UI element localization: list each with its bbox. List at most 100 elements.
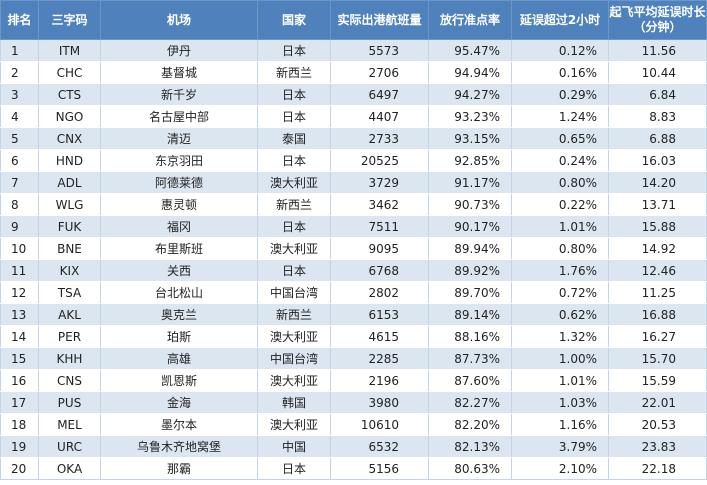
cell-country: 中国台湾 bbox=[257, 347, 331, 370]
cell-ontime-rate: 94.94% bbox=[428, 61, 512, 84]
cell-flights: 6153 bbox=[330, 303, 429, 326]
cell-code: CTS bbox=[38, 83, 101, 106]
cell-delay-over-2h: 1.01% bbox=[511, 215, 609, 238]
cell-ontime-rate: 94.27% bbox=[428, 83, 512, 106]
cell-code: NGO bbox=[38, 105, 101, 128]
cell-airport: 东京羽田 bbox=[100, 149, 258, 172]
cell-flights: 6532 bbox=[330, 435, 429, 458]
cell-country: 日本 bbox=[257, 215, 331, 238]
table-row: 5 CNX 清迈 泰国 2733 93.15% 0.65% 6.88 bbox=[0, 127, 707, 150]
cell-country: 日本 bbox=[257, 259, 331, 282]
table-row: 14 PER 珀斯 澳大利亚 4615 88.16% 1.32% 16.27 bbox=[0, 325, 707, 348]
cell-country: 日本 bbox=[257, 39, 331, 62]
cell-delay-over-2h: 1.03% bbox=[511, 391, 609, 414]
table-row: 9 FUK 福冈 日本 7511 90.17% 1.01% 15.88 bbox=[0, 215, 707, 238]
cell-ontime-rate: 82.27% bbox=[428, 391, 512, 414]
cell-avg-delay: 16.88 bbox=[608, 303, 707, 326]
cell-country: 澳大利亚 bbox=[257, 369, 331, 392]
cell-flights: 5573 bbox=[330, 39, 429, 62]
cell-country: 澳大利亚 bbox=[257, 413, 331, 436]
cell-code: MEL bbox=[38, 413, 101, 436]
cell-code: KIX bbox=[38, 259, 101, 282]
table-row: 10 BNE 布里斯班 澳大利亚 9095 89.94% 0.80% 14.92 bbox=[0, 237, 707, 260]
cell-avg-delay: 14.92 bbox=[608, 237, 707, 260]
header-avg-delay-unit: （分钟） bbox=[633, 20, 682, 34]
cell-avg-delay: 16.03 bbox=[608, 149, 707, 172]
cell-flights: 6497 bbox=[330, 83, 429, 106]
cell-country: 中国台湾 bbox=[257, 281, 331, 304]
cell-flights: 3462 bbox=[330, 193, 429, 216]
table-header: 排名 三字码 机场 国家 实际出港航班量 放行准点率 延误超过2小时 起飞平均延… bbox=[0, 0, 707, 40]
cell-ontime-rate: 89.92% bbox=[428, 259, 512, 282]
cell-airport: 高雄 bbox=[100, 347, 258, 370]
cell-airport: 关西 bbox=[100, 259, 258, 282]
table-row: 3 CTS 新千岁 日本 6497 94.27% 0.29% 6.84 bbox=[0, 83, 707, 106]
cell-code: URC bbox=[38, 435, 101, 458]
cell-ontime-rate: 92.85% bbox=[428, 149, 512, 172]
cell-code: CHC bbox=[38, 61, 101, 84]
cell-country: 澳大利亚 bbox=[257, 237, 331, 260]
cell-rank: 11 bbox=[0, 259, 39, 282]
cell-airport: 奥克兰 bbox=[100, 303, 258, 326]
table-row: 17 PUS 金海 韩国 3980 82.27% 1.03% 22.01 bbox=[0, 391, 707, 414]
cell-flights: 3729 bbox=[330, 171, 429, 194]
cell-rank: 9 bbox=[0, 215, 39, 238]
cell-country: 澳大利亚 bbox=[257, 325, 331, 348]
cell-ontime-rate: 89.14% bbox=[428, 303, 512, 326]
cell-airport: 惠灵顿 bbox=[100, 193, 258, 216]
cell-ontime-rate: 89.94% bbox=[428, 237, 512, 260]
cell-delay-over-2h: 0.22% bbox=[511, 193, 609, 216]
header-row: 排名 三字码 机场 国家 实际出港航班量 放行准点率 延误超过2小时 起飞平均延… bbox=[0, 0, 707, 40]
cell-country: 日本 bbox=[257, 83, 331, 106]
cell-flights: 10610 bbox=[330, 413, 429, 436]
table-row: 20 OKA 那霸 日本 5156 80.63% 2.10% 22.18 bbox=[0, 457, 707, 480]
cell-avg-delay: 14.20 bbox=[608, 171, 707, 194]
cell-flights: 6768 bbox=[330, 259, 429, 282]
cell-country: 日本 bbox=[257, 149, 331, 172]
cell-flights: 4407 bbox=[330, 105, 429, 128]
cell-delay-over-2h: 0.24% bbox=[511, 149, 609, 172]
table-row: 19 URC 乌鲁木齐地窝堡 中国 6532 82.13% 3.79% 23.83 bbox=[0, 435, 707, 458]
cell-ontime-rate: 87.73% bbox=[428, 347, 512, 370]
cell-code: FUK bbox=[38, 215, 101, 238]
cell-rank: 20 bbox=[0, 457, 39, 480]
cell-delay-over-2h: 1.16% bbox=[511, 413, 609, 436]
cell-avg-delay: 15.70 bbox=[608, 347, 707, 370]
cell-airport: 福冈 bbox=[100, 215, 258, 238]
cell-avg-delay: 13.71 bbox=[608, 193, 707, 216]
cell-code: PUS bbox=[38, 391, 101, 414]
cell-rank: 1 bbox=[0, 39, 39, 62]
cell-ontime-rate: 93.15% bbox=[428, 127, 512, 150]
cell-rank: 5 bbox=[0, 127, 39, 150]
cell-rank: 6 bbox=[0, 149, 39, 172]
cell-delay-over-2h: 0.80% bbox=[511, 171, 609, 194]
cell-avg-delay: 6.88 bbox=[608, 127, 707, 150]
cell-code: HND bbox=[38, 149, 101, 172]
cell-rank: 2 bbox=[0, 61, 39, 84]
cell-rank: 12 bbox=[0, 281, 39, 304]
cell-country: 泰国 bbox=[257, 127, 331, 150]
header-avg-delay: 起飞平均延误时长 （分钟） bbox=[608, 0, 707, 40]
cell-flights: 2285 bbox=[330, 347, 429, 370]
cell-ontime-rate: 90.73% bbox=[428, 193, 512, 216]
cell-airport: 名古屋中部 bbox=[100, 105, 258, 128]
cell-airport: 阿德莱德 bbox=[100, 171, 258, 194]
cell-delay-over-2h: 1.32% bbox=[511, 325, 609, 348]
cell-ontime-rate: 88.16% bbox=[428, 325, 512, 348]
cell-delay-over-2h: 0.72% bbox=[511, 281, 609, 304]
cell-airport: 珀斯 bbox=[100, 325, 258, 348]
cell-airport: 乌鲁木齐地窝堡 bbox=[100, 435, 258, 458]
cell-rank: 19 bbox=[0, 435, 39, 458]
cell-airport: 伊丹 bbox=[100, 39, 258, 62]
table-row: 4 NGO 名古屋中部 日本 4407 93.23% 1.24% 8.83 bbox=[0, 105, 707, 128]
cell-ontime-rate: 90.17% bbox=[428, 215, 512, 238]
cell-avg-delay: 12.46 bbox=[608, 259, 707, 282]
cell-airport: 布里斯班 bbox=[100, 237, 258, 260]
cell-code: PER bbox=[38, 325, 101, 348]
cell-delay-over-2h: 0.29% bbox=[511, 83, 609, 106]
header-rank: 排名 bbox=[0, 0, 39, 40]
cell-avg-delay: 11.56 bbox=[608, 39, 707, 62]
table-row: 11 KIX 关西 日本 6768 89.92% 1.76% 12.46 bbox=[0, 259, 707, 282]
cell-country: 韩国 bbox=[257, 391, 331, 414]
